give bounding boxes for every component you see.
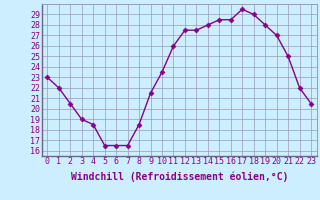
X-axis label: Windchill (Refroidissement éolien,°C): Windchill (Refroidissement éolien,°C) <box>70 172 288 182</box>
